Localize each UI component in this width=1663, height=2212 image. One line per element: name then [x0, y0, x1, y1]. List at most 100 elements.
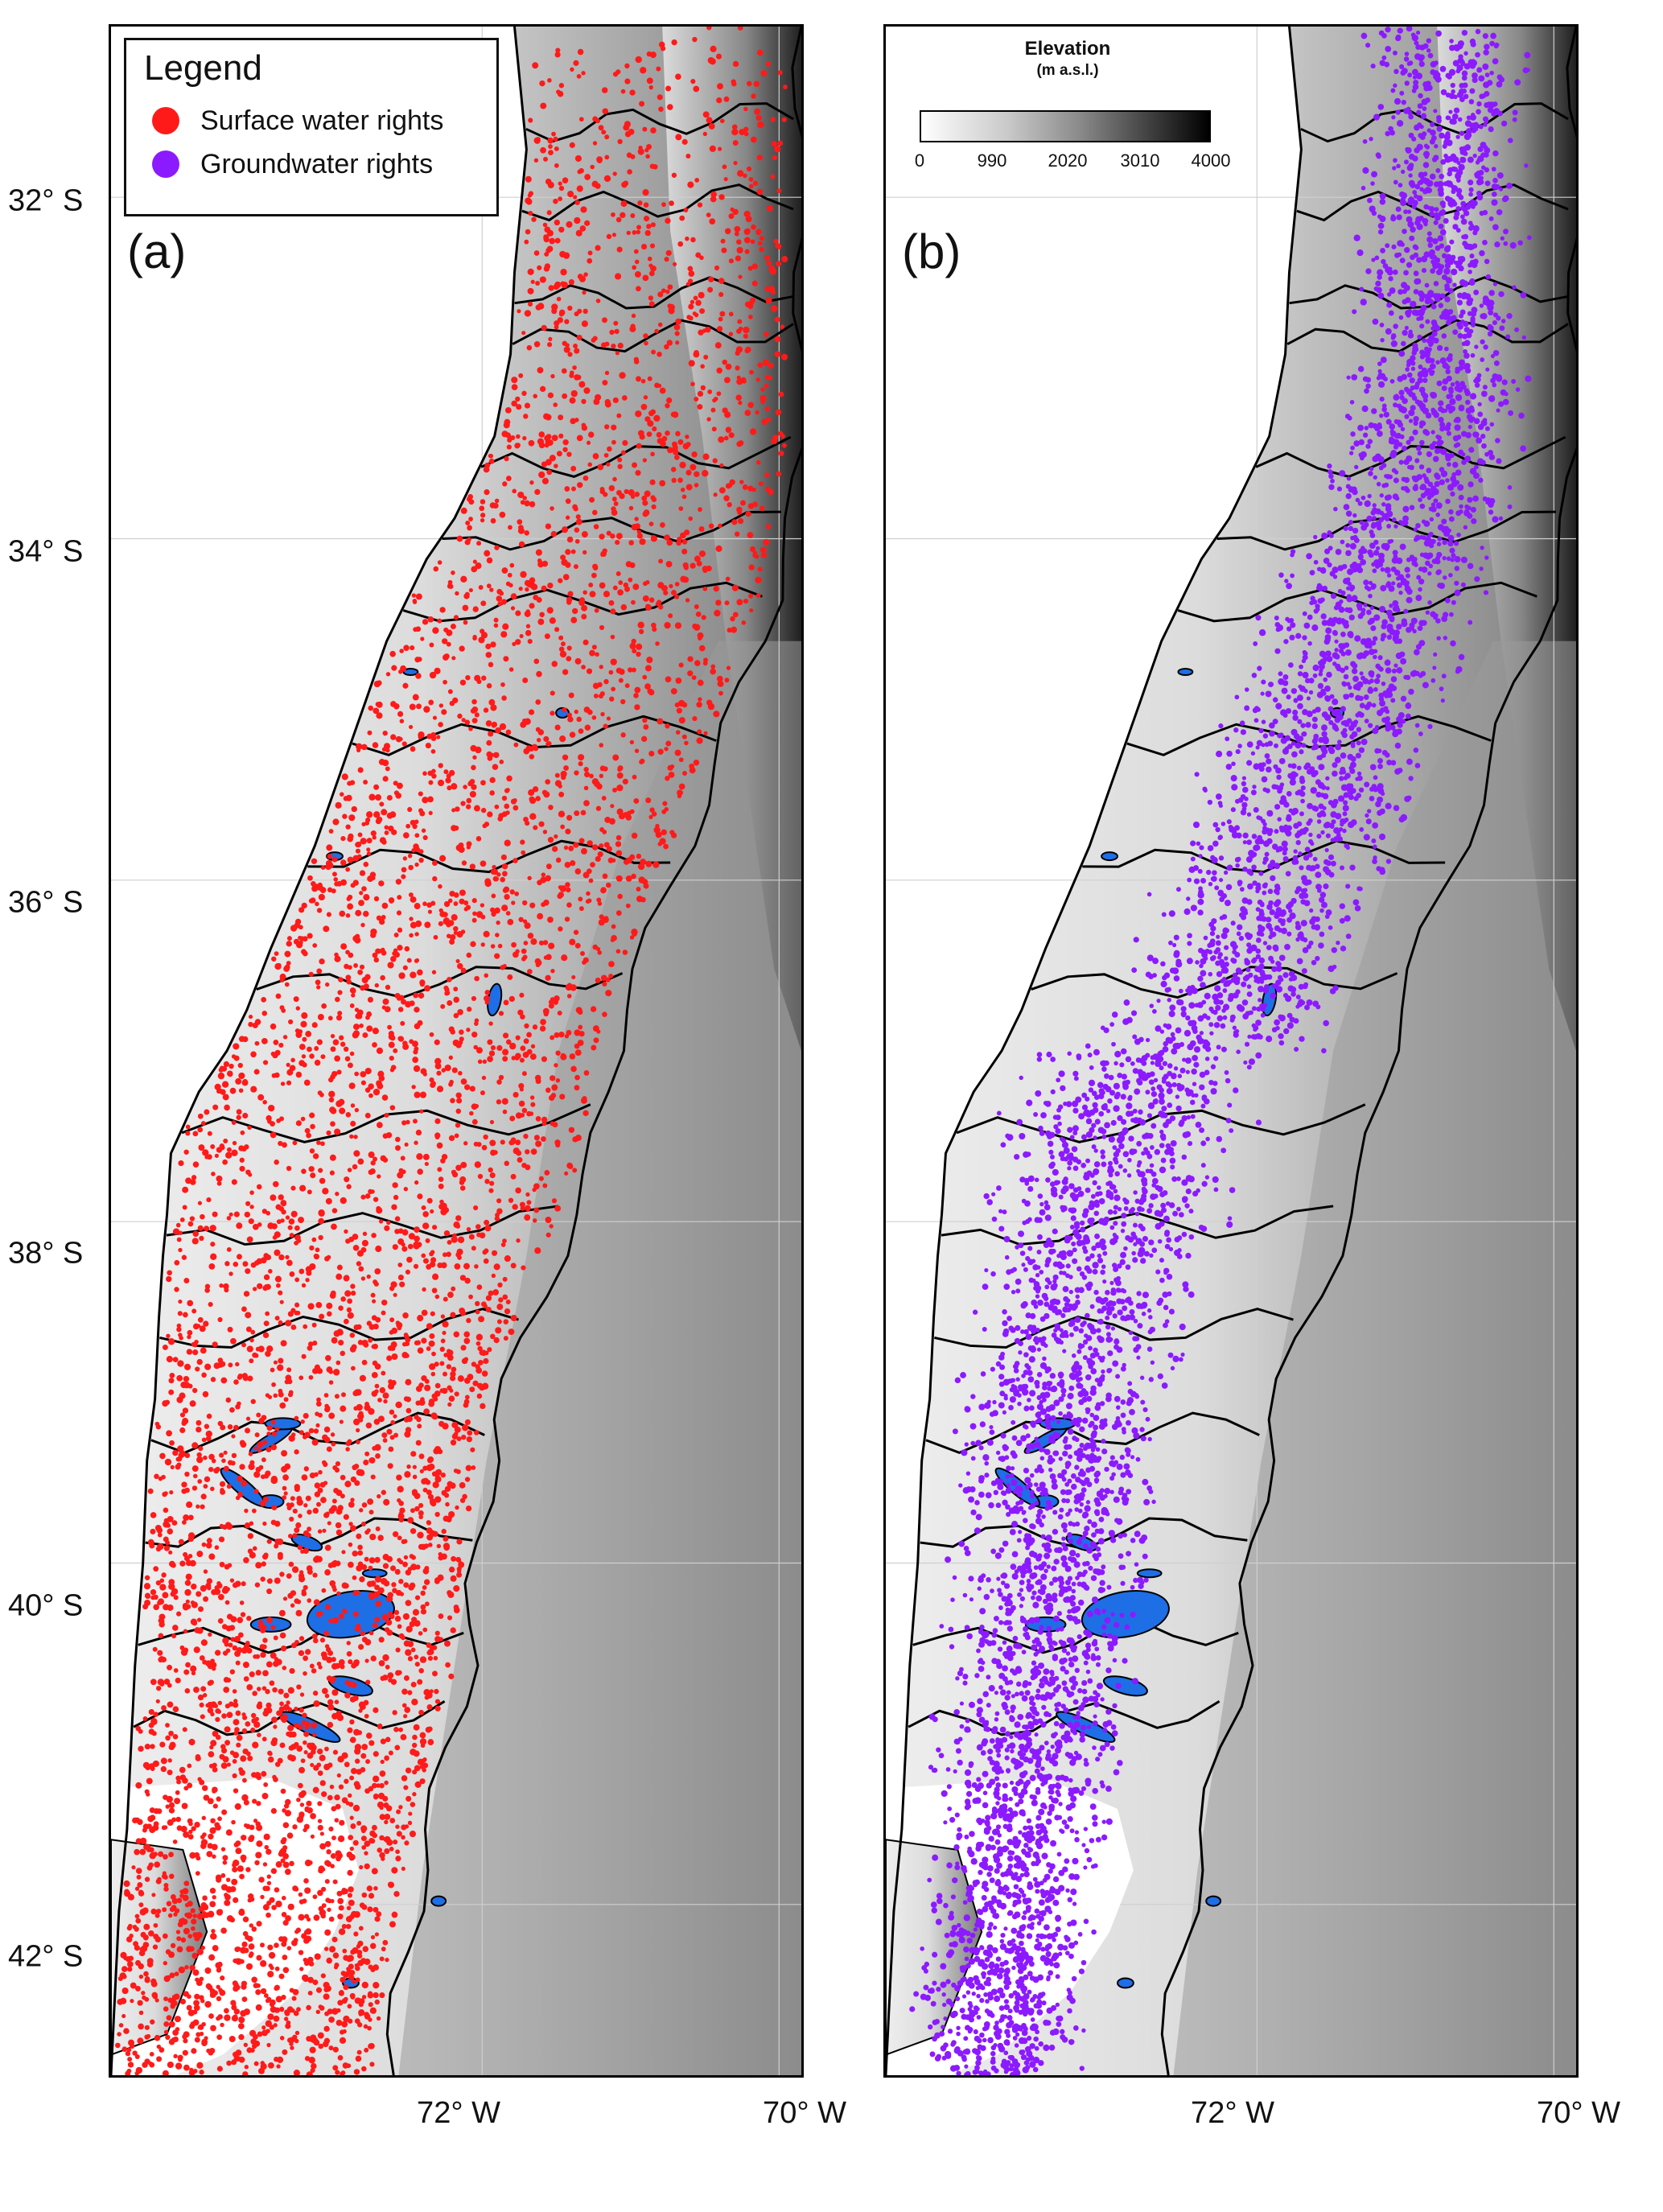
water-right-point: [359, 870, 366, 876]
water-right-point: [466, 804, 471, 809]
water-right-point: [560, 554, 566, 561]
water-right-point: [321, 1687, 328, 1695]
water-right-point: [657, 748, 664, 755]
water-right-point: [182, 1604, 190, 1611]
water-right-point: [640, 735, 648, 743]
water-right-point: [348, 1802, 354, 1807]
water-right-point: [687, 670, 694, 677]
water-right-point: [543, 234, 550, 241]
water-right-point: [323, 1993, 330, 2000]
water-right-point: [322, 1528, 327, 1533]
water-right-point: [349, 1815, 354, 1820]
water-right-point: [419, 1656, 427, 1663]
water-right-point: [763, 538, 770, 546]
water-right-point: [265, 1470, 271, 1477]
water-right-point: [768, 362, 774, 369]
water-right-point: [172, 1733, 179, 1740]
water-right-point: [478, 636, 485, 644]
water-right-point: [452, 1172, 459, 1178]
water-right-point: [471, 698, 477, 705]
water-right-point: [480, 903, 485, 908]
water-right-point: [355, 1977, 360, 1983]
water-right-point: [479, 505, 485, 512]
water-right-point: [697, 729, 702, 735]
water-right-point: [509, 1042, 517, 1050]
water-right-point: [472, 559, 477, 564]
water-right-point: [462, 1493, 467, 1500]
water-right-point: [684, 740, 689, 746]
water-right-point: [504, 406, 512, 414]
water-right-point: [610, 804, 615, 809]
water-right-point: [541, 477, 549, 484]
water-right-point: [361, 1845, 367, 1850]
water-right-point: [168, 1802, 175, 1809]
water-right-point: [375, 948, 381, 954]
water-right-point: [383, 1498, 390, 1506]
water-right-point: [372, 1782, 377, 1789]
water-right-point: [273, 1724, 278, 1729]
water-right-point: [577, 1040, 584, 1046]
water-right-point: [453, 1468, 459, 1473]
water-right-point: [759, 246, 764, 253]
water-right-point: [749, 608, 754, 613]
water-right-point: [266, 1848, 272, 1856]
water-right-point: [502, 1109, 508, 1114]
water-right-point: [178, 1247, 183, 1253]
water-right-point: [208, 1679, 214, 1686]
water-right-point: [351, 1366, 356, 1371]
water-right-point: [205, 1660, 212, 1667]
water-right-point: [304, 1860, 312, 1867]
water-right-point: [571, 608, 578, 615]
water-right-point: [224, 1893, 231, 1901]
water-right-point: [523, 941, 529, 945]
water-right-point: [290, 1185, 296, 1191]
water-right-point: [118, 2023, 124, 2028]
water-right-point: [713, 585, 719, 592]
water-right-point: [519, 992, 525, 998]
water-right-point: [760, 387, 765, 392]
water-right-point: [287, 1903, 294, 1910]
water-right-point: [298, 935, 303, 941]
water-right-point: [312, 1572, 318, 1578]
water-right-point: [402, 1040, 408, 1047]
water-right-point: [128, 1923, 133, 1929]
water-right-point: [574, 1074, 580, 1081]
water-right-point: [340, 792, 344, 797]
water-right-point: [770, 117, 776, 122]
water-right-point: [388, 826, 394, 832]
water-right-point: [500, 1139, 505, 1145]
water-right-point: [362, 1946, 369, 1952]
water-right-point: [286, 941, 292, 947]
water-right-point: [319, 1843, 327, 1850]
water-right-point: [255, 1989, 261, 1996]
water-right-point: [249, 1835, 255, 1840]
water-right-point: [242, 1036, 249, 1043]
water-right-point: [354, 2018, 360, 2025]
water-right-point: [150, 1719, 158, 1725]
water-right-point: [352, 1804, 360, 1812]
water-right-point: [313, 1428, 319, 1434]
water-right-point: [687, 656, 694, 662]
water-right-point: [765, 61, 772, 67]
water-right-point: [377, 1398, 382, 1403]
water-right-point: [304, 1127, 311, 1134]
water-right-point: [771, 290, 776, 295]
water-right-point: [274, 1249, 281, 1256]
water-right-point: [590, 164, 595, 170]
water-right-point: [515, 443, 521, 448]
water-right-point: [545, 414, 552, 421]
water-right-point: [324, 1746, 329, 1752]
water-right-point: [561, 954, 568, 962]
water-right-point: [212, 1895, 216, 1900]
water-right-point: [286, 1367, 292, 1373]
water-right-point: [578, 117, 584, 122]
water-right-point: [278, 1194, 284, 1201]
water-right-point: [265, 2020, 273, 2028]
water-right-point: [254, 1582, 261, 1588]
water-right-point: [130, 1999, 134, 2004]
water-right-point: [340, 1296, 346, 1302]
water-right-point: [410, 1647, 416, 1653]
water-right-point: [224, 1899, 231, 1906]
water-right-point: [200, 1584, 207, 1592]
water-right-point: [152, 1646, 158, 1652]
